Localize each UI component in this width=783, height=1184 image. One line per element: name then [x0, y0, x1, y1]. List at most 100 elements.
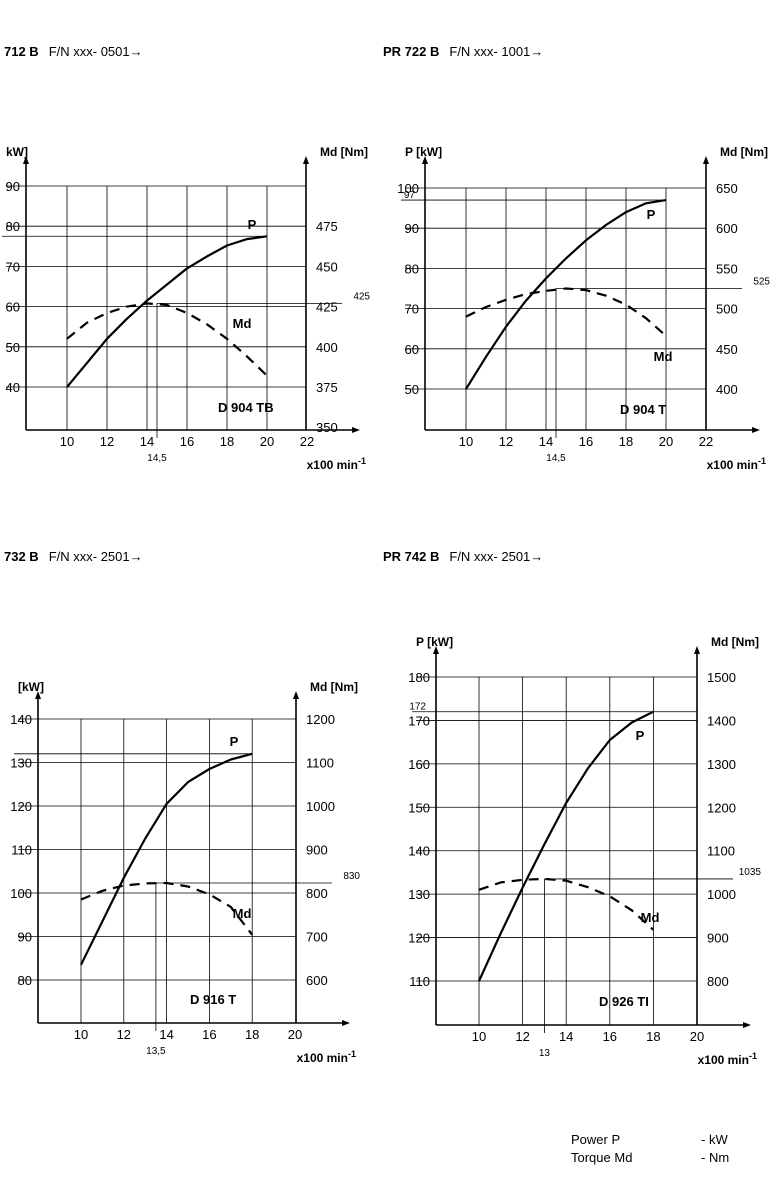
right-tick-label: 600 — [306, 973, 328, 988]
torque-curve-label: Md — [654, 349, 673, 364]
right-tick-label: 475 — [316, 219, 338, 234]
chart-panel-1: 712 B F/N xxx- 0501→ kW] Md [Nm] 10 12 14 16 18 2… — [2, 44, 370, 472]
right-tick-label: 650 — [716, 181, 738, 196]
x-tick-label: 22 — [300, 434, 314, 449]
left-tick-label: 60 — [6, 300, 20, 315]
right-tick-label: 1000 — [306, 799, 335, 814]
chart-panel-3: 732 B F/N xxx- 2501→ [kW] Md [Nm] 10 12 14 16 18… — [4, 549, 360, 1065]
left-tick-label: 100 — [10, 886, 32, 901]
torque-curve — [478, 877, 655, 931]
left-tick-label: 40 — [6, 380, 20, 395]
right-tick-label: 1100 — [707, 844, 735, 859]
legend-torque-name: Torque Md — [571, 1150, 633, 1165]
chart-title: 732 B F/N xxx- 2501→ — [4, 549, 143, 564]
x-tick-label: 10 — [74, 1027, 88, 1042]
x-tick-label: 14 — [539, 434, 553, 449]
torque-curve — [465, 287, 667, 337]
peak-torque-label: 1035 — [739, 867, 762, 878]
left-tick-label: 50 — [6, 340, 20, 355]
right-tick-label: 450 — [716, 342, 738, 357]
x-tick-label: 18 — [245, 1027, 259, 1042]
left-tick-label: 140 — [10, 712, 32, 727]
x-tick-label: 20 — [288, 1027, 302, 1042]
left-tick-label: 100 — [397, 181, 419, 196]
x-tick-label: 20 — [659, 434, 673, 449]
x-tick-label: 14 — [140, 434, 154, 449]
serial-range: F/N xxx- 0501→ — [49, 44, 143, 59]
engine-name: D 916 T — [190, 992, 236, 1007]
x-tick-label: 22 — [699, 434, 713, 449]
x-unit-exponent: -1 — [758, 456, 766, 466]
right-tick-label: 1200 — [306, 712, 335, 727]
chart-title: PR 722 B F/N xxx- 1001→ — [383, 44, 543, 59]
right-axis-title: Md [Nm] — [720, 145, 768, 159]
left-tick-label: 50 — [405, 382, 419, 397]
right-tick-label: 550 — [716, 261, 738, 276]
right-tick-label: 500 — [716, 302, 738, 317]
legend-power-unit: - kW — [701, 1132, 728, 1147]
left-tick-label: 90 — [18, 930, 32, 945]
left-tick-label: 70 — [405, 302, 419, 317]
x-axis-unit: x100 min-1 — [707, 456, 766, 472]
engine-name: D 926 TI — [599, 994, 649, 1009]
x-tick-label: 18 — [619, 434, 633, 449]
x-unit-base: x100 min — [307, 458, 358, 472]
right-tick-label: 900 — [306, 843, 328, 858]
x-tick-label: 12 — [100, 434, 114, 449]
model-name: PR 722 B — [383, 44, 439, 59]
left-tick-label: 80 — [6, 219, 20, 234]
x-tick-label: 18 — [646, 1029, 660, 1044]
engine-name: D 904 TB — [218, 400, 274, 415]
x-axis-unit: x100 min-1 — [297, 1049, 356, 1065]
right-axis-title: Md [Nm] — [320, 145, 368, 159]
left-tick-label: 120 — [408, 931, 430, 946]
peak-power-label: 172 — [409, 702, 426, 713]
right-tick-label: 800 — [306, 886, 328, 901]
torque-curve-label: Md — [641, 910, 660, 925]
chart-title: 712 B F/N xxx- 0501→ — [4, 44, 143, 59]
left-tick-label: 80 — [18, 973, 32, 988]
model-name: PR 742 B — [383, 549, 439, 564]
right-axis-title: Md [Nm] — [711, 635, 759, 649]
right-tick-label: 1200 — [707, 800, 736, 815]
right-tick-label: 800 — [707, 974, 729, 989]
right-tick-label: 1400 — [707, 713, 736, 728]
chart-panel-2: PR 722 B F/N xxx- 1001→ P [kW] Md [Nm] 10 12 1… — [383, 44, 770, 472]
torque-curve — [80, 881, 254, 936]
x-tick-label: 12 — [117, 1027, 131, 1042]
right-tick-label: 900 — [707, 931, 729, 946]
power-curve — [477, 710, 654, 982]
left-tick-label: 130 — [408, 887, 430, 902]
power-curve-label: P — [248, 217, 257, 232]
peak-torque-rpm-label: 14,5 — [147, 453, 167, 464]
unit-legend: Power P - kW Torque Md - Nm — [571, 1131, 729, 1167]
right-tick-label: 375 — [316, 380, 338, 395]
left-tick-label: 110 — [11, 843, 32, 858]
x-tick-label: 14 — [559, 1029, 573, 1044]
x-tick-label: 16 — [603, 1029, 617, 1044]
right-axis-title: Md [Nm] — [310, 680, 358, 694]
left-tick-label: 80 — [405, 261, 419, 276]
x-tick-label: 14 — [159, 1027, 173, 1042]
peak-torque-rpm-label: 14,5 — [546, 453, 566, 464]
left-axis-title: P [kW] — [416, 635, 453, 649]
x-tick-label: 10 — [60, 434, 74, 449]
left-tick-label: 170 — [408, 713, 430, 728]
right-tick-label: 400 — [716, 382, 738, 397]
left-tick-label: 70 — [6, 259, 20, 274]
x-unit-exponent: -1 — [348, 1049, 356, 1059]
left-axis-title: [kW] — [18, 680, 44, 694]
x-axis-unit: x100 min-1 — [698, 1051, 757, 1067]
peak-torque-rpm-label: 13,5 — [146, 1046, 166, 1057]
x-tick-label: 20 — [260, 434, 274, 449]
left-tick-label: 110 — [409, 974, 430, 989]
x-tick-label: 16 — [180, 434, 194, 449]
peak-power-label: 97 — [404, 190, 416, 201]
legend-torque-unit: - Nm — [701, 1150, 730, 1165]
legend-power-name: Power P — [571, 1132, 621, 1147]
left-tick-label: 160 — [408, 757, 430, 772]
right-tick-label: 600 — [716, 221, 738, 236]
engine-name: D 904 T — [620, 402, 666, 417]
x-tick-label: 12 — [499, 434, 513, 449]
power-curve-label: P — [636, 728, 645, 743]
